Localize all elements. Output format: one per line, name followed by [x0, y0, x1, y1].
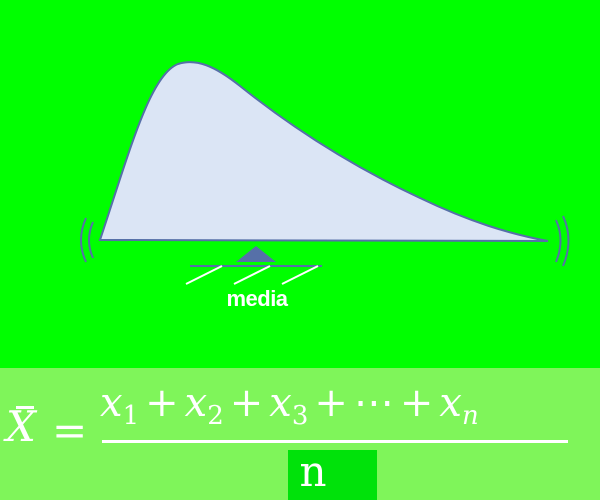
right-wobble-icon	[555, 215, 570, 267]
mean-overline	[16, 406, 34, 409]
diagram-canvas: media	[0, 0, 600, 368]
balance-diagram	[80, 61, 570, 285]
left-wobble-icon	[80, 217, 94, 263]
term-x1: x1	[100, 380, 140, 431]
fulcrum-triangle-icon	[236, 246, 276, 262]
median-label: media	[226, 286, 288, 311]
plus-sign: +	[145, 380, 179, 426]
plus-sign: +	[314, 380, 348, 426]
term-x3: x3	[269, 380, 309, 431]
equals-sign: =	[52, 406, 88, 455]
skewed-distribution-curve	[98, 61, 549, 242]
denominator: n	[299, 447, 327, 496]
plus-sign: +	[229, 380, 264, 426]
denominator-highlight	[288, 450, 377, 500]
sum-numerator: x1 + x2 + x3 + ⋯ + xn	[100, 378, 568, 441]
term-xn: xn	[439, 380, 479, 431]
term-ellipsis: ⋯	[353, 380, 394, 426]
fraction-bar	[102, 440, 568, 443]
plus-sign: +	[399, 380, 434, 426]
mean-symbol: X	[6, 402, 36, 451]
term-x2: x2	[184, 380, 224, 431]
ground-hatch	[185, 265, 319, 285]
